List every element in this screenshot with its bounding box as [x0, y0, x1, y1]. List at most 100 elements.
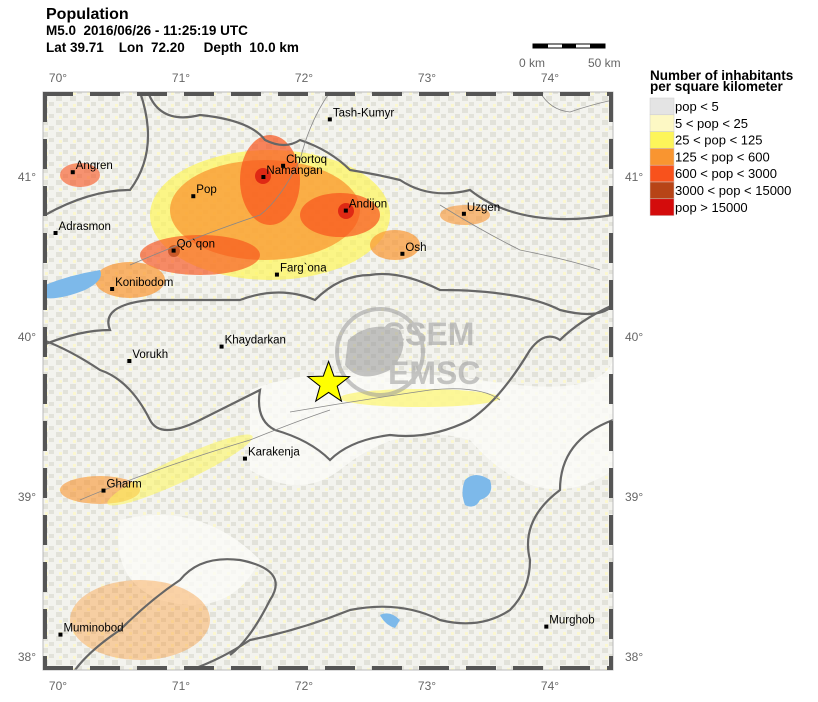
map-title: Population — [46, 6, 129, 23]
city-marker: Qo`qon — [171, 239, 215, 253]
city-dot — [400, 251, 405, 256]
legend-item: pop > 15000 — [649, 198, 748, 216]
legend-label: 25 < pop < 125 — [675, 133, 762, 148]
lat-tick-left: 41° — [18, 170, 36, 184]
city-dot — [219, 344, 224, 349]
legend-label: 3000 < pop < 15000 — [675, 183, 791, 198]
lon-tick-top: 74° — [541, 71, 559, 85]
city-dot — [461, 211, 466, 216]
city-dot — [544, 624, 549, 629]
legend-title-line2: per square kilometer — [650, 79, 784, 94]
city-marker: Khaydarkan — [219, 335, 286, 349]
legend-label: 125 < pop < 600 — [675, 149, 770, 164]
city-marker: Gharm — [101, 479, 142, 493]
legend-item: 600 < pop < 3000 — [649, 164, 777, 183]
city-label: Uzgen — [467, 202, 500, 214]
lon-tick-bottom: 70° — [49, 679, 67, 693]
city-marker: Uzgen — [461, 202, 500, 216]
city-label: Muminobod — [63, 623, 123, 635]
legend-item: pop < 5 — [649, 97, 719, 116]
legend-swatch — [649, 198, 675, 216]
city-label: Angren — [76, 160, 113, 172]
city-dot — [343, 208, 348, 213]
lon-tick-bottom: 74° — [541, 679, 559, 693]
city-marker: Muminobod — [58, 623, 124, 637]
country-borders — [43, 92, 613, 670]
city-label: Farg`ona — [280, 263, 327, 275]
lat-tick-left: 39° — [18, 490, 36, 504]
city-dot — [110, 287, 115, 291]
lat-tick-left: 40° — [18, 330, 36, 344]
lat-tick-left: 38° — [18, 650, 36, 664]
city-dot — [274, 272, 279, 277]
city-marker: Andijon — [343, 199, 387, 213]
city-dot — [127, 359, 132, 363]
legend-item: 5 < pop < 25 — [649, 114, 748, 132]
frame-ticks — [43, 92, 613, 670]
city-label: Qo`qon — [177, 239, 215, 251]
city-label: Chortoq — [286, 154, 327, 166]
legend-swatch — [649, 181, 675, 200]
epicenter-star-icon — [306, 359, 351, 403]
lat-tick-right: 41° — [625, 170, 643, 184]
legend-item: 25 < pop < 125 — [649, 131, 762, 149]
city-label: Konibodom — [115, 277, 173, 289]
city-dot — [53, 231, 58, 235]
city-marker: Tash-Kumyr — [327, 107, 395, 122]
legend-swatch — [649, 131, 675, 149]
city-marker: Murghob — [544, 615, 595, 629]
legend-title-line1: Number of inhabitants — [650, 68, 793, 83]
city-dot — [191, 194, 196, 199]
city-label: Vorukh — [132, 349, 168, 361]
lon-tick-bottom: 72° — [295, 679, 313, 693]
city-label: Gharm — [107, 479, 142, 491]
city-label: Pop — [196, 184, 216, 196]
city-label: Khaydarkan — [225, 335, 286, 347]
city-dot — [58, 632, 63, 637]
city-dot — [70, 170, 75, 175]
event-location: Lat 39.71 Lon 72.20 Depth 10.0 km — [46, 40, 299, 55]
legend-label: 5 < pop < 25 — [675, 116, 748, 131]
legend-label: pop < 5 — [675, 99, 719, 114]
lon-tick-top: 72° — [295, 71, 313, 85]
legend-label: pop > 15000 — [675, 200, 748, 215]
city-marker: Karakenja — [242, 447, 300, 461]
city-marker: Vorukh — [127, 349, 168, 363]
kayrakkum-reservoir — [45, 270, 101, 299]
city-label: Karakenja — [248, 447, 300, 459]
legend-swatch — [649, 114, 675, 132]
scale-bar: 0 km 50 km — [519, 43, 621, 70]
legend-item: 125 < pop < 600 — [649, 148, 770, 166]
lat-tick-right: 39° — [625, 490, 643, 504]
lon-tick-bottom: 71° — [172, 679, 190, 693]
city-label: Adrasmon — [59, 221, 111, 233]
city-dot — [261, 175, 266, 179]
lon-tick-top: 71° — [172, 71, 190, 85]
legend-swatch — [649, 164, 675, 183]
city-marker: Konibodom — [110, 277, 173, 291]
city-marker: Adrasmon — [53, 221, 111, 235]
city-dot — [242, 456, 247, 461]
legend-item: 3000 < pop < 15000 — [649, 181, 791, 200]
city-marker: Farg`ona — [274, 263, 327, 277]
city-marker: Osh — [400, 242, 426, 256]
city-label: Tash-Kumyr — [333, 107, 395, 119]
city-dot — [327, 117, 332, 122]
city-label: Osh — [405, 242, 426, 254]
sarez-lake — [380, 613, 400, 628]
csem-emsc-watermark: CSEM EMSC — [335, 307, 480, 397]
legend-label: 600 < pop < 3000 — [675, 166, 777, 181]
lat-tick-right: 40° — [625, 330, 643, 344]
legend-swatch — [649, 148, 675, 166]
city-label: Andijon — [349, 199, 387, 211]
scale-end-label: 50 km — [588, 56, 621, 70]
legend: Number of inhabitants per square kilomet… — [649, 68, 793, 216]
city-marker: Namangan — [261, 165, 323, 179]
rivers — [79, 92, 613, 501]
city-marker: Chortoq — [281, 154, 327, 168]
city-dot — [101, 488, 106, 493]
legend-swatch — [649, 97, 675, 116]
city-marker: Pop — [191, 184, 217, 199]
